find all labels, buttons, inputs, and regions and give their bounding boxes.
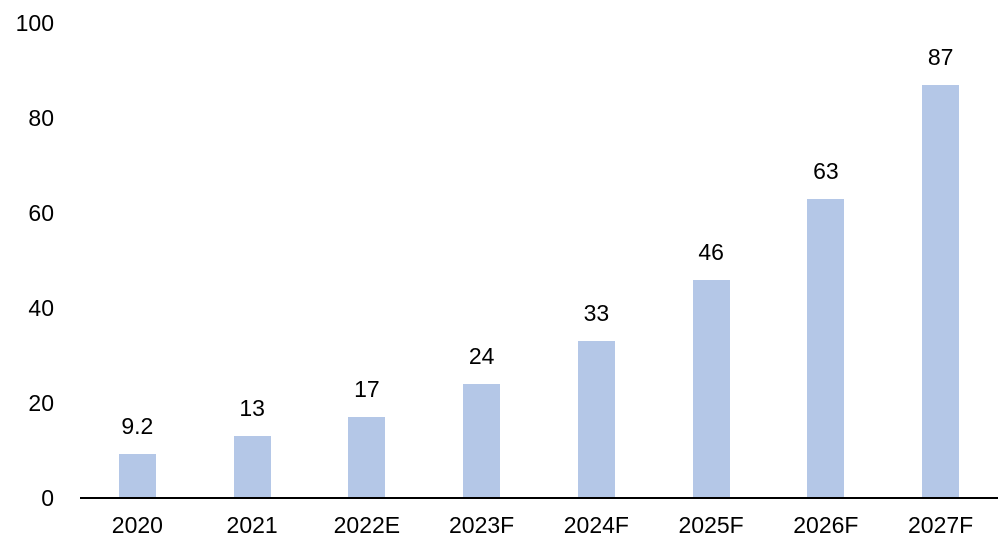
bar-value-label: 13 xyxy=(239,395,265,422)
y-axis-tick-label: 60 xyxy=(28,200,54,226)
bar-value-label: 24 xyxy=(468,343,495,369)
x-axis-tick-label: 2023F xyxy=(449,512,515,538)
bar-value-label: 46 xyxy=(698,238,724,265)
bar-value-label: 33 xyxy=(583,300,610,327)
bar-2020 xyxy=(118,454,156,498)
bar-value-label: 17 xyxy=(354,376,380,403)
y-axis-tick-label: 40 xyxy=(28,295,54,321)
x-axis-line xyxy=(80,497,998,499)
bar-2022E xyxy=(348,417,386,498)
bar-2023F xyxy=(463,384,501,498)
x-axis-tick-label: 2021 xyxy=(226,512,278,538)
bar-value-label: 87 xyxy=(927,43,954,70)
bar-2021 xyxy=(233,436,271,498)
bar-2027F xyxy=(922,84,960,498)
x-axis-tick-label: 2020 xyxy=(111,512,163,538)
bar-2025F xyxy=(692,279,730,498)
bar-value-label: 63 xyxy=(813,157,839,184)
x-axis-tick-label: 2022E xyxy=(333,512,401,538)
y-axis-tick-label: 20 xyxy=(28,390,54,416)
x-axis-tick-label: 2027F xyxy=(908,512,974,538)
x-axis-tick-label: 2025F xyxy=(678,512,744,538)
x-axis-tick-label: 2026F xyxy=(793,512,859,538)
y-axis-tick-label: 100 xyxy=(15,10,54,36)
y-axis-tick-label: 0 xyxy=(41,485,54,511)
bar-value-label: 9.2 xyxy=(121,413,154,440)
x-axis-tick-label: 2024F xyxy=(563,512,629,538)
bar-2026F xyxy=(807,198,845,498)
bar-2024F xyxy=(577,341,615,498)
y-axis-tick-label: 80 xyxy=(28,105,54,131)
